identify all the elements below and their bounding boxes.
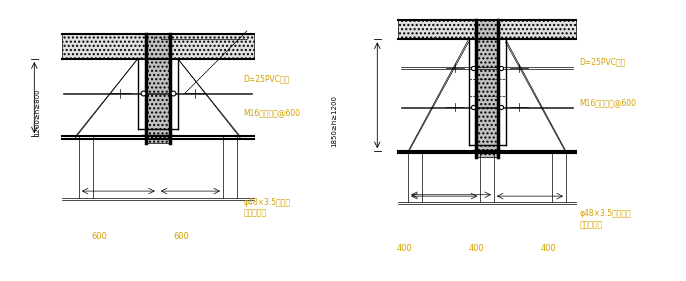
Polygon shape [398,20,576,39]
Text: 400: 400 [541,244,556,253]
Text: 1850≥h≥1200: 1850≥h≥1200 [331,95,337,147]
Text: 400: 400 [397,244,412,253]
Text: M16对拉螺栓@600: M16对拉螺栓@600 [580,98,637,107]
Text: 400: 400 [469,244,484,253]
Polygon shape [145,34,170,143]
Polygon shape [476,20,498,157]
Text: M16对拉螺栓@600: M16对拉螺栓@600 [244,108,300,117]
Text: φ48×3.5钢管排架
支撑系统架: φ48×3.5钢管排架 支撑系统架 [580,209,631,229]
Text: 1200≥h≥800: 1200≥h≥800 [34,89,40,136]
Text: 600: 600 [174,232,190,241]
Text: φ48×3.5钢管排
架支撑系统: φ48×3.5钢管排 架支撑系统 [244,198,291,218]
Polygon shape [62,34,254,59]
Text: D=25PVC套管: D=25PVC套管 [244,74,289,83]
Text: D=25PVC套管: D=25PVC套管 [580,57,626,66]
Text: 600: 600 [91,232,108,241]
